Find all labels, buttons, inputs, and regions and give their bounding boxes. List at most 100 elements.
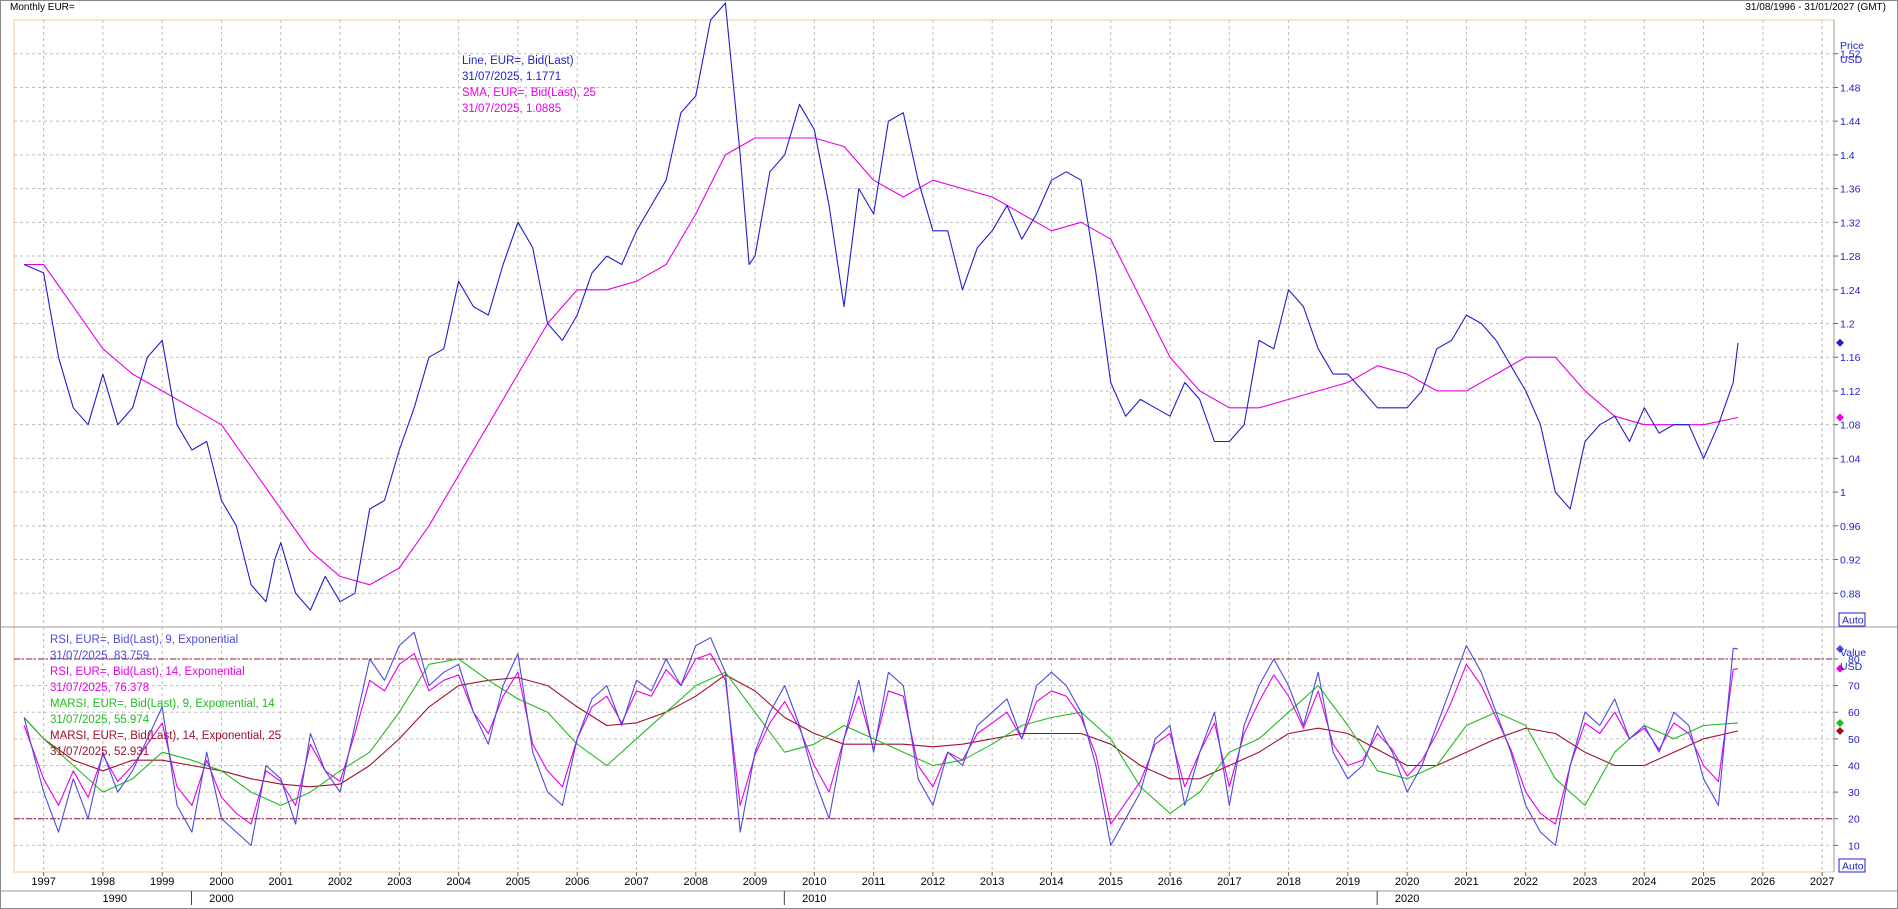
x-tick-label: 2015 [1099, 876, 1123, 888]
price-y-tick-label: 1.32 [1840, 217, 1861, 229]
rsi-legend: RSI, EUR=, Bid(Last), 9, Exponential 31/… [50, 634, 281, 758]
marsi14-last-marker [1836, 727, 1844, 736]
rsi-y-tick-label: 80 [1848, 654, 1860, 666]
x-tick-label: 2017 [1217, 876, 1241, 888]
rsi-y-tick-label: 70 [1848, 681, 1860, 693]
legend-marsi9-value: 31/07/2025, 55.974 [50, 714, 150, 726]
price-y-tick-label: 1.36 [1840, 184, 1861, 196]
price-y-tick-label: 1.12 [1840, 386, 1861, 398]
price-auto-label: Auto [1842, 615, 1864, 627]
x-tick-label: 1997 [31, 876, 55, 888]
price-y-tick-label: 1.24 [1840, 285, 1861, 297]
rsi-y-axis: 10 20 30 40 50 60 70 80 [1834, 654, 1860, 852]
rsi-series-group [23, 631, 1739, 846]
rsi-auto-label: Auto [1842, 861, 1864, 873]
x-tick-label: 2012 [921, 876, 945, 888]
x-tick-label: 2004 [446, 876, 470, 888]
x-tick-label: 2021 [1454, 876, 1478, 888]
x-tick-label: 2011 [862, 876, 886, 888]
x-tick-label: 2026 [1751, 876, 1775, 888]
price-axis-unit: USD [1840, 54, 1863, 66]
x-tick-label: 2010 [802, 876, 826, 888]
price-y-tick-label: 0.96 [1840, 521, 1861, 533]
x-tick-label: 2000 [209, 876, 233, 888]
price-auto-scale-button[interactable]: Auto [1838, 612, 1866, 627]
legend-marsi14-value: 31/07/2025, 52.931 [50, 746, 149, 758]
rsi9-series-line [23, 631, 1739, 846]
x-tick-label: 2002 [328, 876, 352, 888]
x-tick-label: 1998 [91, 876, 115, 888]
x-tick-label: 2025 [1691, 876, 1715, 888]
x-tick-label: 2016 [1158, 876, 1182, 888]
price-y-tick-label: 1 [1840, 487, 1846, 499]
price-y-tick-label: 1.52 [1840, 49, 1861, 61]
decade-label: 2020 [1395, 893, 1419, 905]
legend-rsi14-label: RSI, EUR=, Bid(Last), 14, Exponential [50, 666, 245, 678]
last-value-markers [1836, 338, 1844, 736]
rsi9-last-marker [1836, 644, 1844, 653]
x-tick-label: 2013 [980, 876, 1004, 888]
x-tick-label: 2009 [743, 876, 767, 888]
legend-price-value: 31/07/2025, 1.1771 [462, 71, 561, 83]
x-tick-label: 2003 [387, 876, 411, 888]
price-y-tick-label: 1.44 [1840, 116, 1861, 128]
rsi-axis-unit: USD [1840, 661, 1863, 673]
price-y-tick-label: 0.92 [1840, 555, 1861, 567]
x-tick-label: 2024 [1632, 876, 1656, 888]
rsi-y-tick-label: 40 [1848, 760, 1860, 772]
decade-label: 2000 [209, 893, 233, 905]
price-y-tick-label: 1.08 [1840, 420, 1861, 432]
legend-price-label: Line, EUR=, Bid(Last) [462, 55, 574, 67]
rsi-y-tick-label: 10 [1848, 840, 1860, 852]
x-tick-label: 2014 [1039, 876, 1063, 888]
x-tick-label: 2019 [1336, 876, 1360, 888]
legend-rsi14-value: 31/07/2025, 76.378 [50, 682, 149, 694]
x-tick-label: 2005 [506, 876, 530, 888]
x-axis: 1997 1998 1999 2000 2001 2002 2003 2004 2005 2006… [31, 872, 1834, 905]
decade-label: 2010 [802, 893, 826, 905]
price-y-tick-label: 1.28 [1840, 251, 1861, 263]
rsi14-last-marker [1836, 664, 1844, 673]
legend-rsi9-label: RSI, EUR=, Bid(Last), 9, Exponential [50, 634, 238, 646]
sma-last-marker [1836, 413, 1844, 422]
legend-marsi9-label: MARSI, EUR=, Bid(Last), 9, Exponential, … [50, 698, 275, 710]
price-last-marker [1836, 338, 1844, 347]
price-y-tick-label: 1.4 [1840, 150, 1855, 162]
rsi14-series-line [23, 653, 1739, 825]
rsi-auto-scale-button[interactable]: Auto [1838, 858, 1866, 873]
price-y-tick-label: 1.16 [1840, 352, 1861, 364]
price-y-tick-label: 1.48 [1840, 82, 1861, 94]
rsi-grid [14, 627, 1834, 872]
rsi-y-tick-label: 50 [1848, 734, 1860, 746]
date-range: 31/08/1996 - 31/01/2027 (GMT) [1745, 2, 1886, 13]
rsi-y-tick-label: 30 [1848, 787, 1860, 799]
marsi9-last-marker [1836, 718, 1844, 727]
price-axis-title: Price [1840, 40, 1864, 52]
x-tick-label: 2020 [1395, 876, 1419, 888]
price-y-tick-label: 0.88 [1840, 588, 1861, 600]
price-grid [14, 20, 1834, 627]
price-y-axis: 0.88 0.92 0.96 1 1.04 1.08 1.12 1.16 1.2 1.24 1.28… [1834, 49, 1861, 600]
price-legend: Line, EUR=, Bid(Last) 31/07/2025, 1.1771… [462, 55, 596, 115]
rsi-panel-frame [13, 626, 1835, 873]
legend-sma-value: 31/07/2025, 1.0885 [462, 103, 561, 115]
price-y-tick-label: 1.04 [1840, 453, 1861, 465]
legend-rsi9-value: 31/07/2025, 83.759 [50, 650, 149, 662]
x-tick-label: 2007 [624, 876, 648, 888]
price-y-tick-label: 1.2 [1840, 319, 1855, 331]
price-series-line [23, 2, 1739, 611]
decade-label: 1990 [103, 893, 127, 905]
legend-sma-label: SMA, EUR=, Bid(Last), 25 [462, 87, 596, 99]
price-series-group [23, 2, 1739, 611]
rsi-y-tick-label: 60 [1848, 707, 1860, 719]
x-tick-label: 2022 [1513, 876, 1537, 888]
x-tick-label: 2008 [684, 876, 708, 888]
rsi-level-lines [14, 658, 1834, 820]
x-tick-label: 2027 [1810, 876, 1834, 888]
rsi-axis-title: Value [1840, 647, 1866, 659]
x-tick-label: 1999 [150, 876, 174, 888]
x-tick-label: 2006 [565, 876, 589, 888]
x-tick-label: 2018 [1276, 876, 1300, 888]
